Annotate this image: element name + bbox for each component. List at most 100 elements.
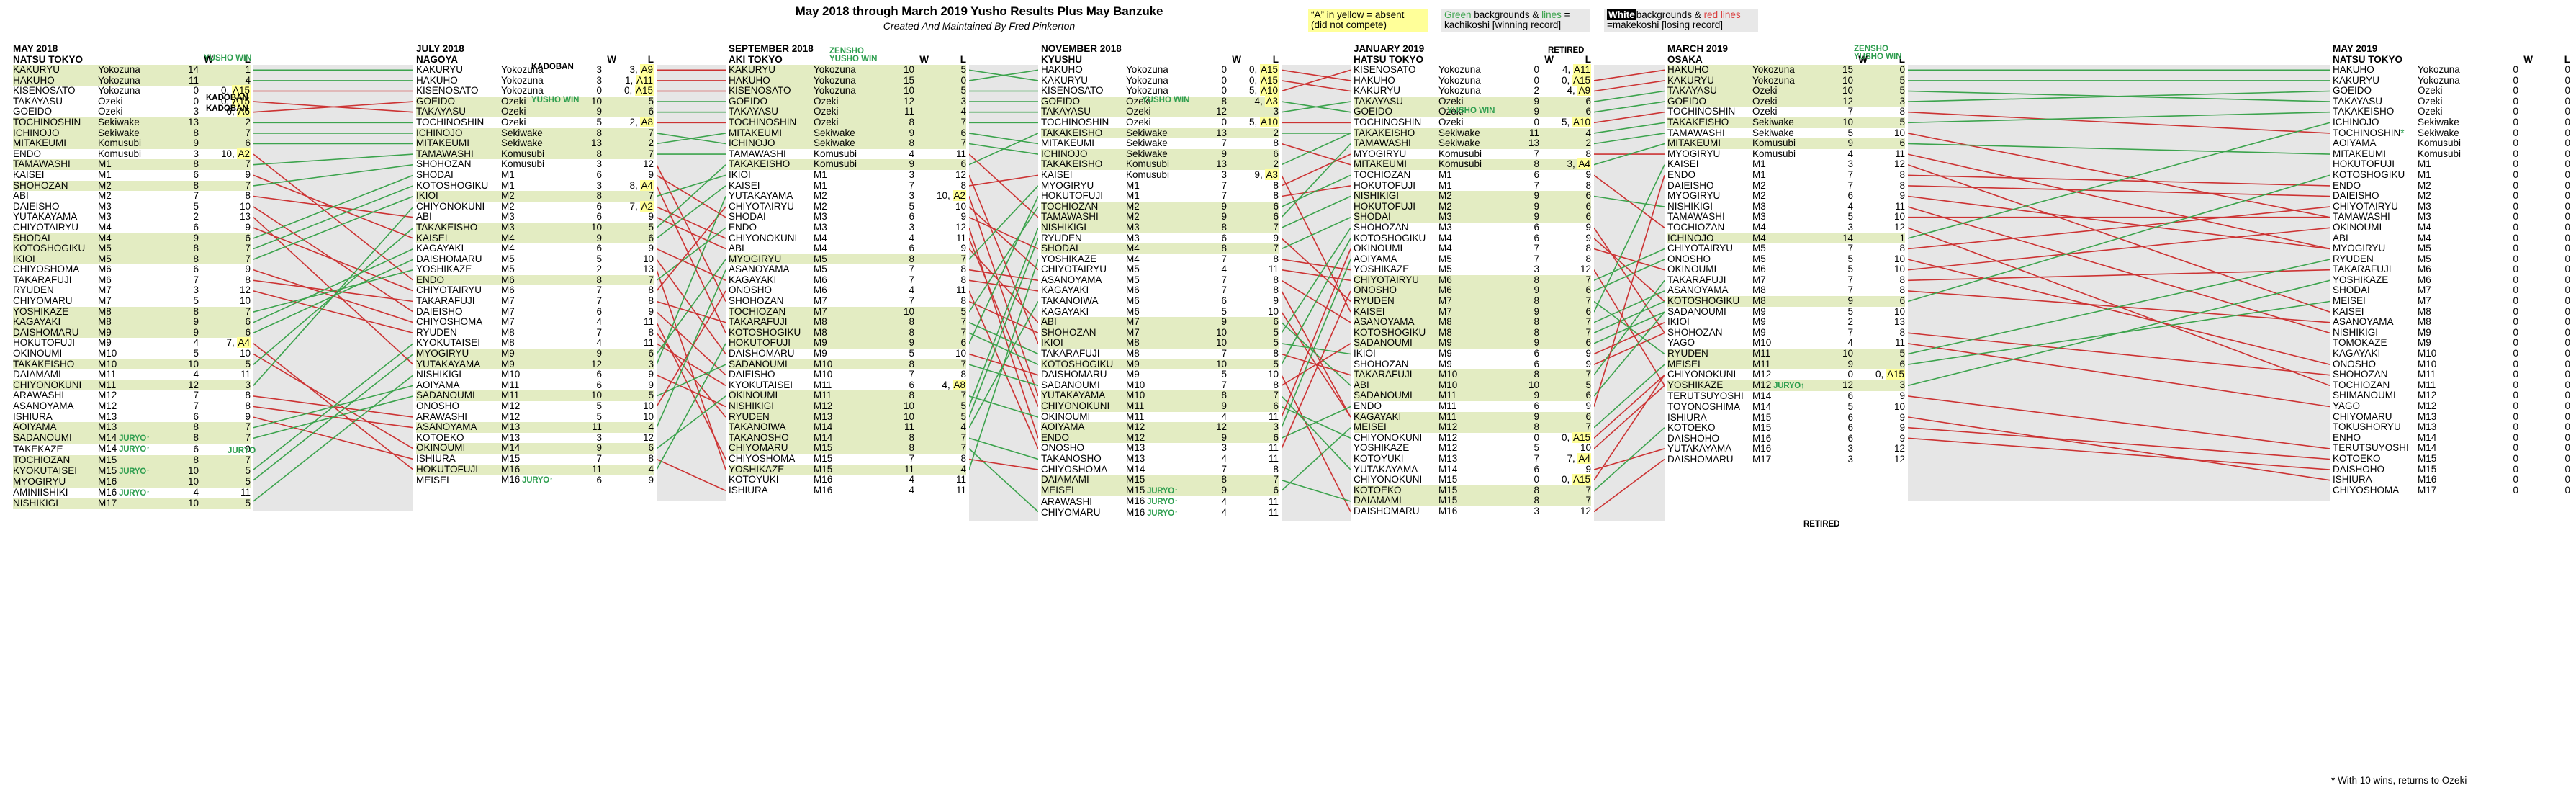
rikishi-name: CHIYONOKUNI xyxy=(1354,432,1438,444)
kachikoshi-line xyxy=(1908,111,2330,124)
rikishi-name: CHIYONOKUNI xyxy=(729,233,814,244)
table-row: ICHINOJO M4 14 1 xyxy=(1667,233,1905,244)
rikishi-name: DAISHOMARU xyxy=(13,327,98,339)
rikishi-rank: M1 xyxy=(98,159,164,170)
losses-value: 6, A6 xyxy=(199,106,251,117)
rikishi-name: HOKUTOFUJI xyxy=(1354,201,1438,212)
losses-value: 0 xyxy=(2518,327,2570,339)
losses-value: 9 xyxy=(1539,400,1591,412)
table-row: DAIEISHO M3 5 10 xyxy=(13,201,251,212)
table-row: SADANOUMI M9 9 6 xyxy=(1354,338,1591,349)
losses-value: 9 xyxy=(1539,169,1591,181)
table-row: CHIYONOKUNI M4 4 11 xyxy=(729,233,966,244)
rikishi-name: ASANOYAMA xyxy=(1354,317,1438,328)
table-row: DAISHOMARU M9 5 10 xyxy=(729,348,966,359)
losses-value: 7 xyxy=(914,317,966,328)
rikishi-rank: M3 xyxy=(1126,222,1192,233)
table-row: TOCHIOZAN M15 8 7 xyxy=(13,454,251,466)
rikishi-name: ISHIURA xyxy=(13,411,98,423)
rikishi-rank: M1 xyxy=(1752,159,1819,170)
rikishi-name: KAKURYU xyxy=(416,64,501,76)
wins-value: 0 xyxy=(2484,327,2518,339)
losses-value: 7 xyxy=(914,254,966,265)
wins-value: 0 xyxy=(2484,285,2518,297)
absent-badge: A4 xyxy=(640,179,654,191)
wins-value: 8 xyxy=(1505,274,1539,286)
rikishi-name: TAKARAFUJI xyxy=(2333,264,2418,275)
table-row: TOCHINOSHIN Ozeki 0 5, A10 xyxy=(1041,116,1279,128)
losses-value: 5 xyxy=(199,498,251,509)
rikishi-name: CHIYONOKUNI xyxy=(13,380,98,391)
rikishi-rank: M12 xyxy=(501,411,567,423)
rikishi-rank: Yokozuna xyxy=(2418,64,2484,76)
rikishi-name: NISHIKIGI xyxy=(1041,222,1126,233)
legend-kachikoshi-line1: Green backgrounds & lines = xyxy=(1444,10,1587,20)
losses-value: 10, A2 xyxy=(199,148,251,160)
rikishi-name: RYUDEN xyxy=(2333,254,2418,265)
table-row: OKINOUMI M4 0 0 xyxy=(2333,222,2570,233)
rikishi-rank: M15 xyxy=(501,453,567,465)
wins-value: 10 xyxy=(1505,380,1539,391)
rikishi-name: MITAKEUMI xyxy=(729,127,814,139)
rikishi-rank: Yokozuna xyxy=(1126,64,1192,76)
rikishi-rank: M1 xyxy=(98,169,164,181)
rikishi-name: KAISEI xyxy=(2333,306,2418,318)
wins-value: 2 xyxy=(567,264,602,275)
losses-value: 6 xyxy=(1539,306,1591,318)
rikishi-rank: M2 xyxy=(501,201,567,212)
wins-value: 8 xyxy=(164,422,199,433)
losses-value: 6 xyxy=(602,107,654,117)
rikishi-name: TAKANOSHO xyxy=(1041,453,1126,465)
rikishi-rank: M10 xyxy=(501,369,567,380)
kachikoshi-line xyxy=(1594,364,1665,429)
losses-value: 4, A8 xyxy=(914,379,966,391)
rikishi-name: MEISEI xyxy=(1041,485,1126,497)
table-row: TOCHINOSHIN* Sekiwake 0 0 xyxy=(2333,127,2570,139)
table-row: KAISEI Komusubi 3 9, A3 xyxy=(1041,169,1279,181)
rikishi-rank: M5 xyxy=(98,254,164,265)
table-row: KYOKUTAISEI M15 JURYO↑ 10 5 xyxy=(13,465,251,478)
juryo-promotion-marker: JURYO↑ xyxy=(117,445,150,454)
kachikoshi-line xyxy=(253,206,413,386)
rikishi-rank: M12 xyxy=(1438,422,1505,433)
rikishi-name: IKIOI xyxy=(13,254,98,265)
makekoshi-line xyxy=(1908,332,2330,376)
annotation-label: YUSHO WIN xyxy=(829,55,878,63)
rikishi-rank: Sekiwake xyxy=(2418,127,2484,139)
table-row: TAKAKEISHO M3 10 5 xyxy=(416,222,654,233)
table-row: ABI M4 6 9 xyxy=(729,243,966,254)
table-row: SHODAI M3 6 9 xyxy=(729,212,966,223)
absent-badge: A9 xyxy=(1577,85,1591,97)
kachikoshi-line xyxy=(1908,259,2330,355)
rikishi-rank: M7 xyxy=(501,317,567,328)
losses-value: 8 xyxy=(914,453,966,465)
losses-value: 0 xyxy=(2518,86,2570,97)
rikishi-rank: M8 xyxy=(501,327,567,339)
rikishi-rank: Ozeki xyxy=(501,96,567,107)
rikishi-rank: Yokozuna xyxy=(98,64,164,76)
rikishi-name: ONOSHO xyxy=(1354,285,1438,297)
table-row: TAMAWASHI M3 5 10 xyxy=(1667,212,1905,223)
table-row: RYUDEN M13 10 5 xyxy=(729,411,966,423)
losses-value: 0 xyxy=(2518,485,2570,496)
rikishi-name: TOCHIOZAN xyxy=(1041,201,1126,212)
wins-value: 0 xyxy=(2484,148,2518,160)
rikishi-name: GOEIDO xyxy=(13,107,98,117)
rikishi-name: TAKAYASU xyxy=(1354,96,1438,107)
losses-value: 0 xyxy=(2518,400,2570,412)
wins-value: 6 xyxy=(1819,433,1853,444)
losses-value: 0 xyxy=(2518,212,2570,223)
rikishi-rank: Yokozuna xyxy=(814,86,880,97)
table-row: TOCHIOZAN M4 3 12 xyxy=(1667,222,1905,233)
table-row: CHIYONOKUNI M11 12 3 xyxy=(13,380,251,391)
tournament-venue-mar2019: OSAKA W L xyxy=(1667,54,1905,65)
wins-value: 13 xyxy=(1505,138,1539,149)
wins-value: 8 xyxy=(880,138,914,149)
rikishi-name: YUTAKAYAMA xyxy=(729,191,814,202)
losses-value: 10 xyxy=(199,295,251,307)
rikishi-name: SHOHOZAN xyxy=(1041,327,1126,339)
table-row: CHIYOTAIRYU M4 6 9 xyxy=(13,222,251,233)
wins-value: 0 xyxy=(2484,453,2518,465)
losses-value: 10 xyxy=(1853,212,1905,223)
